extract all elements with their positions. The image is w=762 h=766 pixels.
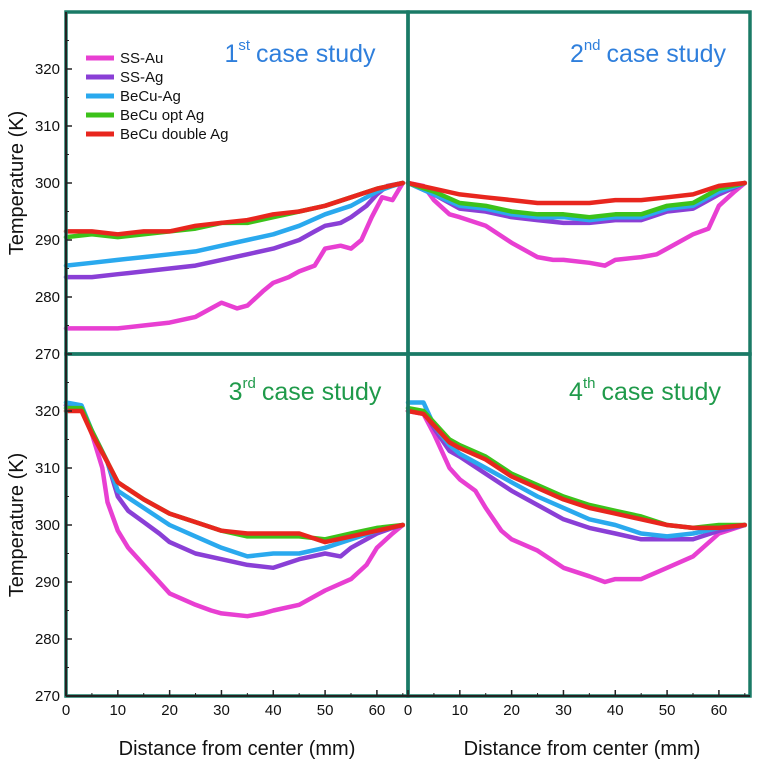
y-tick-label-panel-3: 300 [35,517,60,534]
panel-title-4: 4th case study [569,375,721,406]
x-tick-label-panel-4: 10 [451,702,468,719]
x-axis-label-left: Distance from center (mm) [119,738,356,760]
x-tick-label-panel-4: 30 [555,702,572,719]
panel-title-2: 2nd case study [570,37,727,68]
series-line-becu-opt-ag-panel-2 [405,180,748,220]
series-line-ss-au-panel-3 [63,403,406,619]
text-layer: Temperature (K) Temperature (K) Distance… [6,37,727,760]
series-line-becu-ag-panel-1 [63,180,406,268]
series-line-ss-au-panel-2 [405,180,748,268]
x-tick-label-panel-4: 60 [711,702,728,719]
series-lines-layer [63,180,748,619]
x-tick-label-panel-3: 40 [265,702,282,719]
x-tick-label-panel-3: 20 [161,702,178,719]
y-tick-label-panel-1: 320 [35,61,60,78]
y-tick-label-panel-1: 310 [35,118,60,135]
x-tick-label-panel-4: 0 [404,702,412,719]
x-tick-label-panel-4: 40 [607,702,624,719]
legend-label-becu-double-ag: BeCu double Ag [120,126,228,143]
series-line-ss-ag-panel-1 [63,180,406,280]
x-tick-label-panel-3: 10 [109,702,126,719]
y-tick-label-panel-1: 300 [35,175,60,192]
y-tick-label-panel-1: 280 [35,289,60,306]
series-line-ss-ag-panel-4 [405,408,748,542]
y-tick-label-panel-1: 270 [35,346,60,363]
x-tick-label-panel-3: 0 [62,702,70,719]
y-tick-label-panel-3: 290 [35,574,60,591]
series-line-becu-opt-ag-panel-4 [405,405,748,531]
series-line-ss-au-panel-1 [63,180,406,331]
series-line-becu-opt-ag-panel-1 [63,180,406,240]
legend-label-becu-opt-ag: BeCu opt Ag [120,107,204,124]
series-line-becu-double-ag-panel-4 [405,408,748,531]
legend-label-becu-ag: BeCu-Ag [120,88,181,105]
legend-label-ss-ag: SS-Ag [120,69,163,86]
series-line-becu-double-ag-panel-3 [63,408,406,545]
y-tick-label-panel-3: 270 [35,688,60,705]
x-tick-label-panel-4: 50 [659,702,676,719]
y-tick-label-panel-3: 320 [35,403,60,420]
legend-label-ss-au: SS-Au [120,50,163,67]
x-tick-label-panel-4: 20 [503,702,520,719]
y-tick-label-panel-1: 290 [35,232,60,249]
panel-title-1: 1st case study [224,37,376,68]
series-line-becu-double-ag-panel-2 [405,180,748,206]
x-axis-label-right: Distance from center (mm) [464,738,701,760]
panel-title-3: 3rd case study [229,375,382,406]
series-line-becu-opt-ag-panel-3 [63,405,406,542]
series-line-ss-au-panel-4 [405,408,748,585]
y-axis-label-top: Temperature (K) [6,111,28,256]
x-tick-label-panel-3: 50 [317,702,334,719]
legend: SS-Au SS-Ag BeCu-Ag BeCu opt Ag BeCu double … [86,50,228,143]
x-tick-label-panel-3: 60 [369,702,386,719]
series-line-becu-double-ag-panel-1 [63,180,406,237]
series-line-ss-ag-panel-2 [405,180,748,226]
y-axis-label-bottom: Temperature (K) [6,453,28,598]
series-line-becu-ag-panel-4 [405,400,748,539]
series-line-becu-ag-panel-2 [405,180,748,223]
x-tick-label-panel-3: 30 [213,702,230,719]
y-tick-label-panel-3: 280 [35,631,60,648]
y-tick-label-panel-3: 310 [35,460,60,477]
axes-layer [65,12,750,697]
